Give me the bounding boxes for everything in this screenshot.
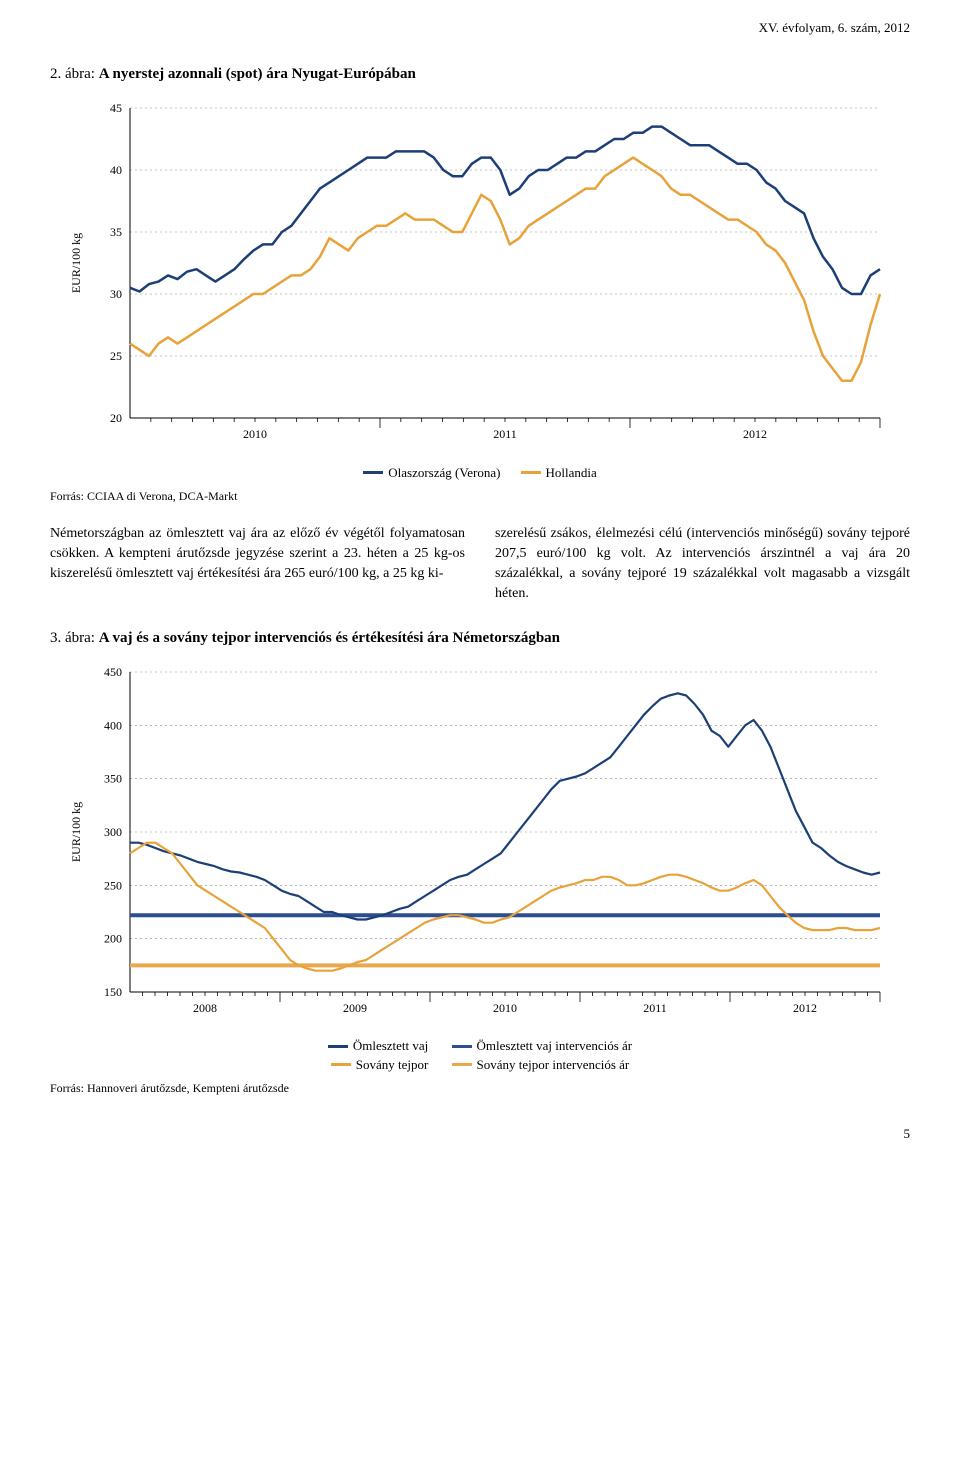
svg-text:45: 45 bbox=[110, 101, 122, 115]
paragraph-right: szerelésű zsákos, élelmezési célú (inter… bbox=[495, 524, 910, 605]
legend-item: Olaszország (Verona) bbox=[363, 465, 500, 481]
chart1: 20 25 30 35 40 45 2010 2011 2012 EUR/100 kg Olasz… bbox=[50, 98, 910, 481]
svg-text:2010: 2010 bbox=[243, 427, 267, 441]
legend-item: Ömlesztett vaj intervenciós ár bbox=[452, 1038, 633, 1054]
svg-text:20: 20 bbox=[110, 411, 122, 425]
svg-text:30: 30 bbox=[110, 287, 122, 301]
svg-text:250: 250 bbox=[104, 878, 122, 892]
chart1-source: Forrás: CCIAA di Verona, DCA-Markt bbox=[50, 489, 910, 504]
svg-text:2011: 2011 bbox=[643, 1001, 667, 1015]
chart2-title: 3. ábra: A vaj és a sovány tejpor interv… bbox=[50, 630, 910, 647]
legend-item: Ömlesztett vaj bbox=[328, 1038, 428, 1054]
paragraph-left: Németországban az ömlesztett vaj ára az … bbox=[50, 524, 465, 605]
svg-text:2010: 2010 bbox=[493, 1001, 517, 1015]
svg-text:40: 40 bbox=[110, 163, 122, 177]
chart2-legend: Ömlesztett vaj Ömlesztett vaj intervenci… bbox=[50, 1036, 910, 1073]
svg-text:EUR/100 kg: EUR/100 kg bbox=[69, 233, 83, 293]
body-paragraph: Németországban az ömlesztett vaj ára az … bbox=[50, 524, 910, 605]
legend-item: Sovány tejpor intervenciós ár bbox=[452, 1057, 630, 1073]
svg-text:2012: 2012 bbox=[743, 427, 767, 441]
svg-text:2008: 2008 bbox=[193, 1001, 217, 1015]
svg-text:300: 300 bbox=[104, 825, 122, 839]
legend-item: Sovány tejpor bbox=[331, 1057, 429, 1073]
svg-text:400: 400 bbox=[104, 718, 122, 732]
svg-text:2009: 2009 bbox=[343, 1001, 367, 1015]
svg-text:35: 35 bbox=[110, 225, 122, 239]
chart1-legend: Olaszország (Verona) Hollandia bbox=[50, 462, 910, 481]
chart2-source: Forrás: Hannoveri árutőzsde, Kempteni ár… bbox=[50, 1081, 910, 1096]
svg-text:350: 350 bbox=[104, 771, 122, 785]
page-number: 5 bbox=[50, 1126, 910, 1142]
page-header: XV. évfolyam, 6. szám, 2012 bbox=[50, 20, 910, 36]
svg-text:EUR/100 kg: EUR/100 kg bbox=[69, 802, 83, 862]
chart2: 150 200 250 300 350 400 450 2008 2009 2010 2011 201… bbox=[50, 662, 910, 1073]
svg-text:150: 150 bbox=[104, 985, 122, 999]
svg-text:200: 200 bbox=[104, 931, 122, 945]
svg-text:25: 25 bbox=[110, 349, 122, 363]
svg-text:2011: 2011 bbox=[493, 427, 517, 441]
svg-text:2012: 2012 bbox=[793, 1001, 817, 1015]
svg-text:450: 450 bbox=[104, 665, 122, 679]
chart1-title: 2. ábra: A nyerstej azonnali (spot) ára … bbox=[50, 66, 910, 83]
legend-item: Hollandia bbox=[521, 465, 597, 481]
